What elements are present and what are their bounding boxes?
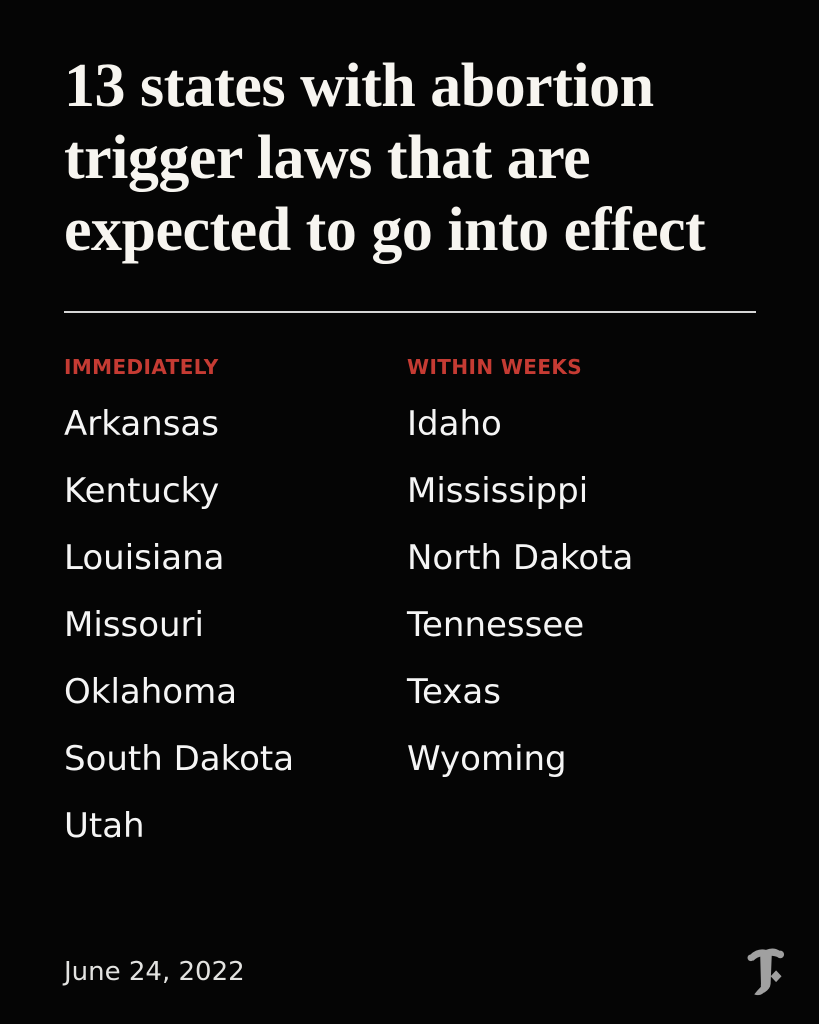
state-item: Texas bbox=[407, 672, 501, 712]
state-item: Mississippi bbox=[407, 471, 589, 511]
states-columns: IMMEDIATELY Arkansas Kentucky Louisiana Mis… bbox=[64, 355, 755, 873]
state-item: Kentucky bbox=[64, 471, 220, 511]
state-item: Idaho bbox=[407, 404, 502, 444]
footer: June 24, 2022 bbox=[64, 945, 787, 1000]
state-item: Wyoming bbox=[407, 739, 567, 779]
column-label-immediately: IMMEDIATELY bbox=[64, 355, 219, 379]
column-immediately: IMMEDIATELY Arkansas Kentucky Louisiana Mis… bbox=[64, 355, 407, 873]
state-item: Oklahoma bbox=[64, 672, 238, 712]
state-item: South Dakota bbox=[64, 739, 295, 779]
state-item: Utah bbox=[64, 806, 145, 846]
state-item: Louisiana bbox=[64, 538, 225, 578]
state-item: Missouri bbox=[64, 605, 204, 645]
state-list-immediately: Arkansas Kentucky Louisiana Missouri Oklahom… bbox=[64, 404, 407, 846]
column-within-weeks: WITHIN WEEKS Idaho Mississippi North Dakot… bbox=[407, 355, 633, 873]
divider-rule bbox=[64, 311, 756, 313]
state-item: Tennessee bbox=[407, 605, 585, 645]
page-title: 13 states with abortion trigger laws tha… bbox=[64, 50, 755, 266]
state-item: North Dakota bbox=[407, 538, 634, 578]
headline-line-2: trigger laws that are bbox=[64, 124, 591, 192]
headline-line-3: expected to go into effect bbox=[64, 196, 706, 264]
state-item: Arkansas bbox=[64, 404, 219, 444]
state-list-within-weeks: Idaho Mississippi North Dakota Tennessee Tex… bbox=[407, 404, 633, 779]
publication-date: June 24, 2022 bbox=[64, 957, 245, 987]
column-label-within-weeks: WITHIN WEEKS bbox=[407, 355, 583, 379]
nyt-logo-icon bbox=[745, 945, 787, 1000]
headline-line-1: 13 states with abortion bbox=[64, 52, 654, 120]
